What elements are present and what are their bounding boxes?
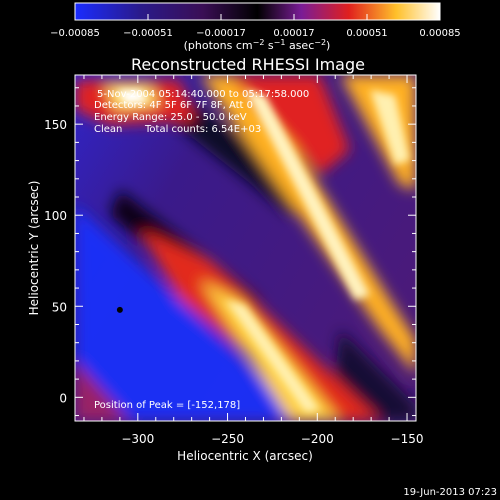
colorbar-tick-label: 0.00085 xyxy=(419,28,460,39)
y-tick-label: 100 xyxy=(44,209,67,223)
annotation-detectors: Detectors: 4F 5F 6F 7F 8F, Att 0 xyxy=(94,100,253,111)
colorbar-tick-label: 0.00017 xyxy=(273,28,314,39)
y-axis-label: Heliocentric Y (arcsec) xyxy=(27,181,41,316)
colorbar-tick-label: −0.00017 xyxy=(196,28,246,39)
heatmap-image xyxy=(75,75,416,421)
x-tick-label: −200 xyxy=(301,432,334,446)
x-axis: −300 −250 −200 −150 xyxy=(83,75,424,446)
colorbar-gradient xyxy=(74,2,441,21)
colorbar-tick-label: 0.00051 xyxy=(346,28,387,39)
footer-date: 19-Jun-2013 07:23 xyxy=(403,487,497,498)
y-tick-label: 0 xyxy=(59,391,67,405)
colorbar-unit-label: (photons cm−2 s−1 asec−2) xyxy=(184,38,331,52)
colorbar: −0.00085 −0.00051 −0.00017 0.00017 0.00051 0.… xyxy=(50,2,461,52)
y-tick-label: 50 xyxy=(52,300,67,314)
peak-marker xyxy=(116,306,123,313)
annotation-energy: Energy Range: 25.0 - 50.0 keV xyxy=(94,112,247,123)
colorbar-tick-label: −0.00085 xyxy=(50,28,100,39)
colorbar-ticks: −0.00085 −0.00051 −0.00017 0.00017 0.00051 0.… xyxy=(50,14,461,39)
colorbar-tick-label: −0.00051 xyxy=(123,28,173,39)
annotation-counts: Total counts: 6.54E+03 xyxy=(144,124,261,135)
annotation-peak: Position of Peak = [-152,178] xyxy=(94,400,240,411)
x-tick-label: −150 xyxy=(391,432,424,446)
x-tick-label: −250 xyxy=(211,432,244,446)
annotation-clean: Clean xyxy=(94,124,122,135)
x-tick-label: −300 xyxy=(121,432,154,446)
chart-title: Reconstructed RHESSI Image xyxy=(131,55,365,74)
y-axis: 0 50 100 150 xyxy=(44,87,416,417)
annotation-time-range: 5-Nov-2004 05:14:40.000 to 05:17:58.000 xyxy=(97,89,309,100)
y-tick-label: 150 xyxy=(44,118,67,132)
x-axis-label: Heliocentric X (arcsec) xyxy=(177,449,313,463)
annotations: 5-Nov-2004 05:14:40.000 to 05:17:58.000 … xyxy=(94,89,309,411)
